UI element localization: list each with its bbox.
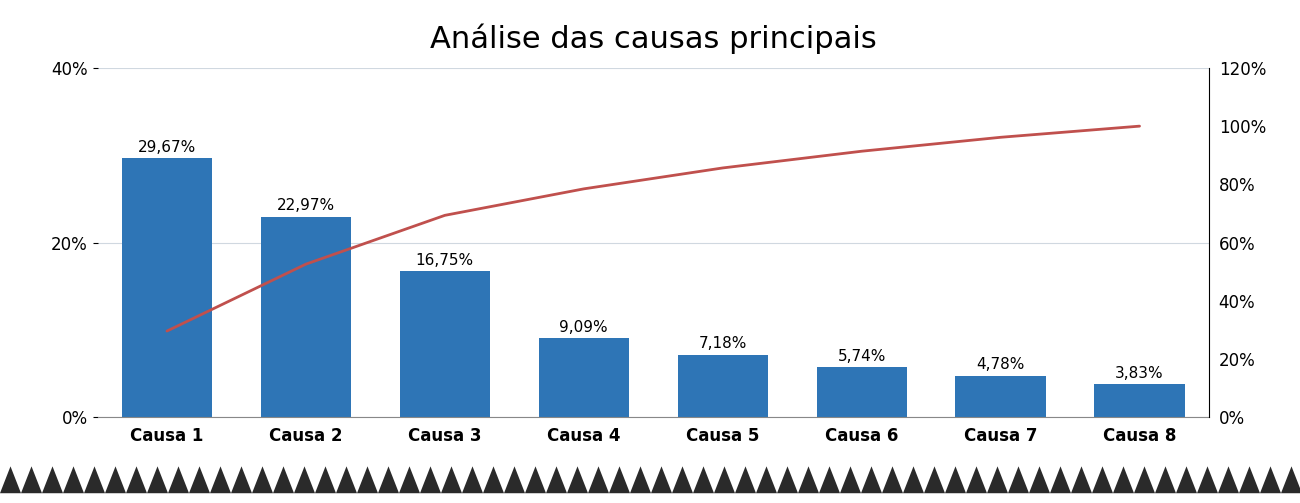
Bar xyxy=(538,338,629,417)
Text: 3,83%: 3,83% xyxy=(1115,366,1164,381)
Title: Análise das causas principais: Análise das causas principais xyxy=(430,24,876,54)
Bar xyxy=(956,376,1045,417)
Text: 5,74%: 5,74% xyxy=(837,349,885,364)
Text: 22,97%: 22,97% xyxy=(277,198,335,213)
Bar xyxy=(261,217,351,417)
Text: 29,67%: 29,67% xyxy=(138,140,196,155)
Bar xyxy=(677,355,768,417)
Text: 4,78%: 4,78% xyxy=(976,357,1024,372)
Text: 16,75%: 16,75% xyxy=(416,253,474,268)
Text: 9,09%: 9,09% xyxy=(559,319,608,334)
Bar xyxy=(122,158,212,417)
Bar xyxy=(816,367,907,417)
Text: 7,18%: 7,18% xyxy=(698,336,747,351)
Bar xyxy=(1095,384,1184,417)
Bar xyxy=(399,271,490,417)
